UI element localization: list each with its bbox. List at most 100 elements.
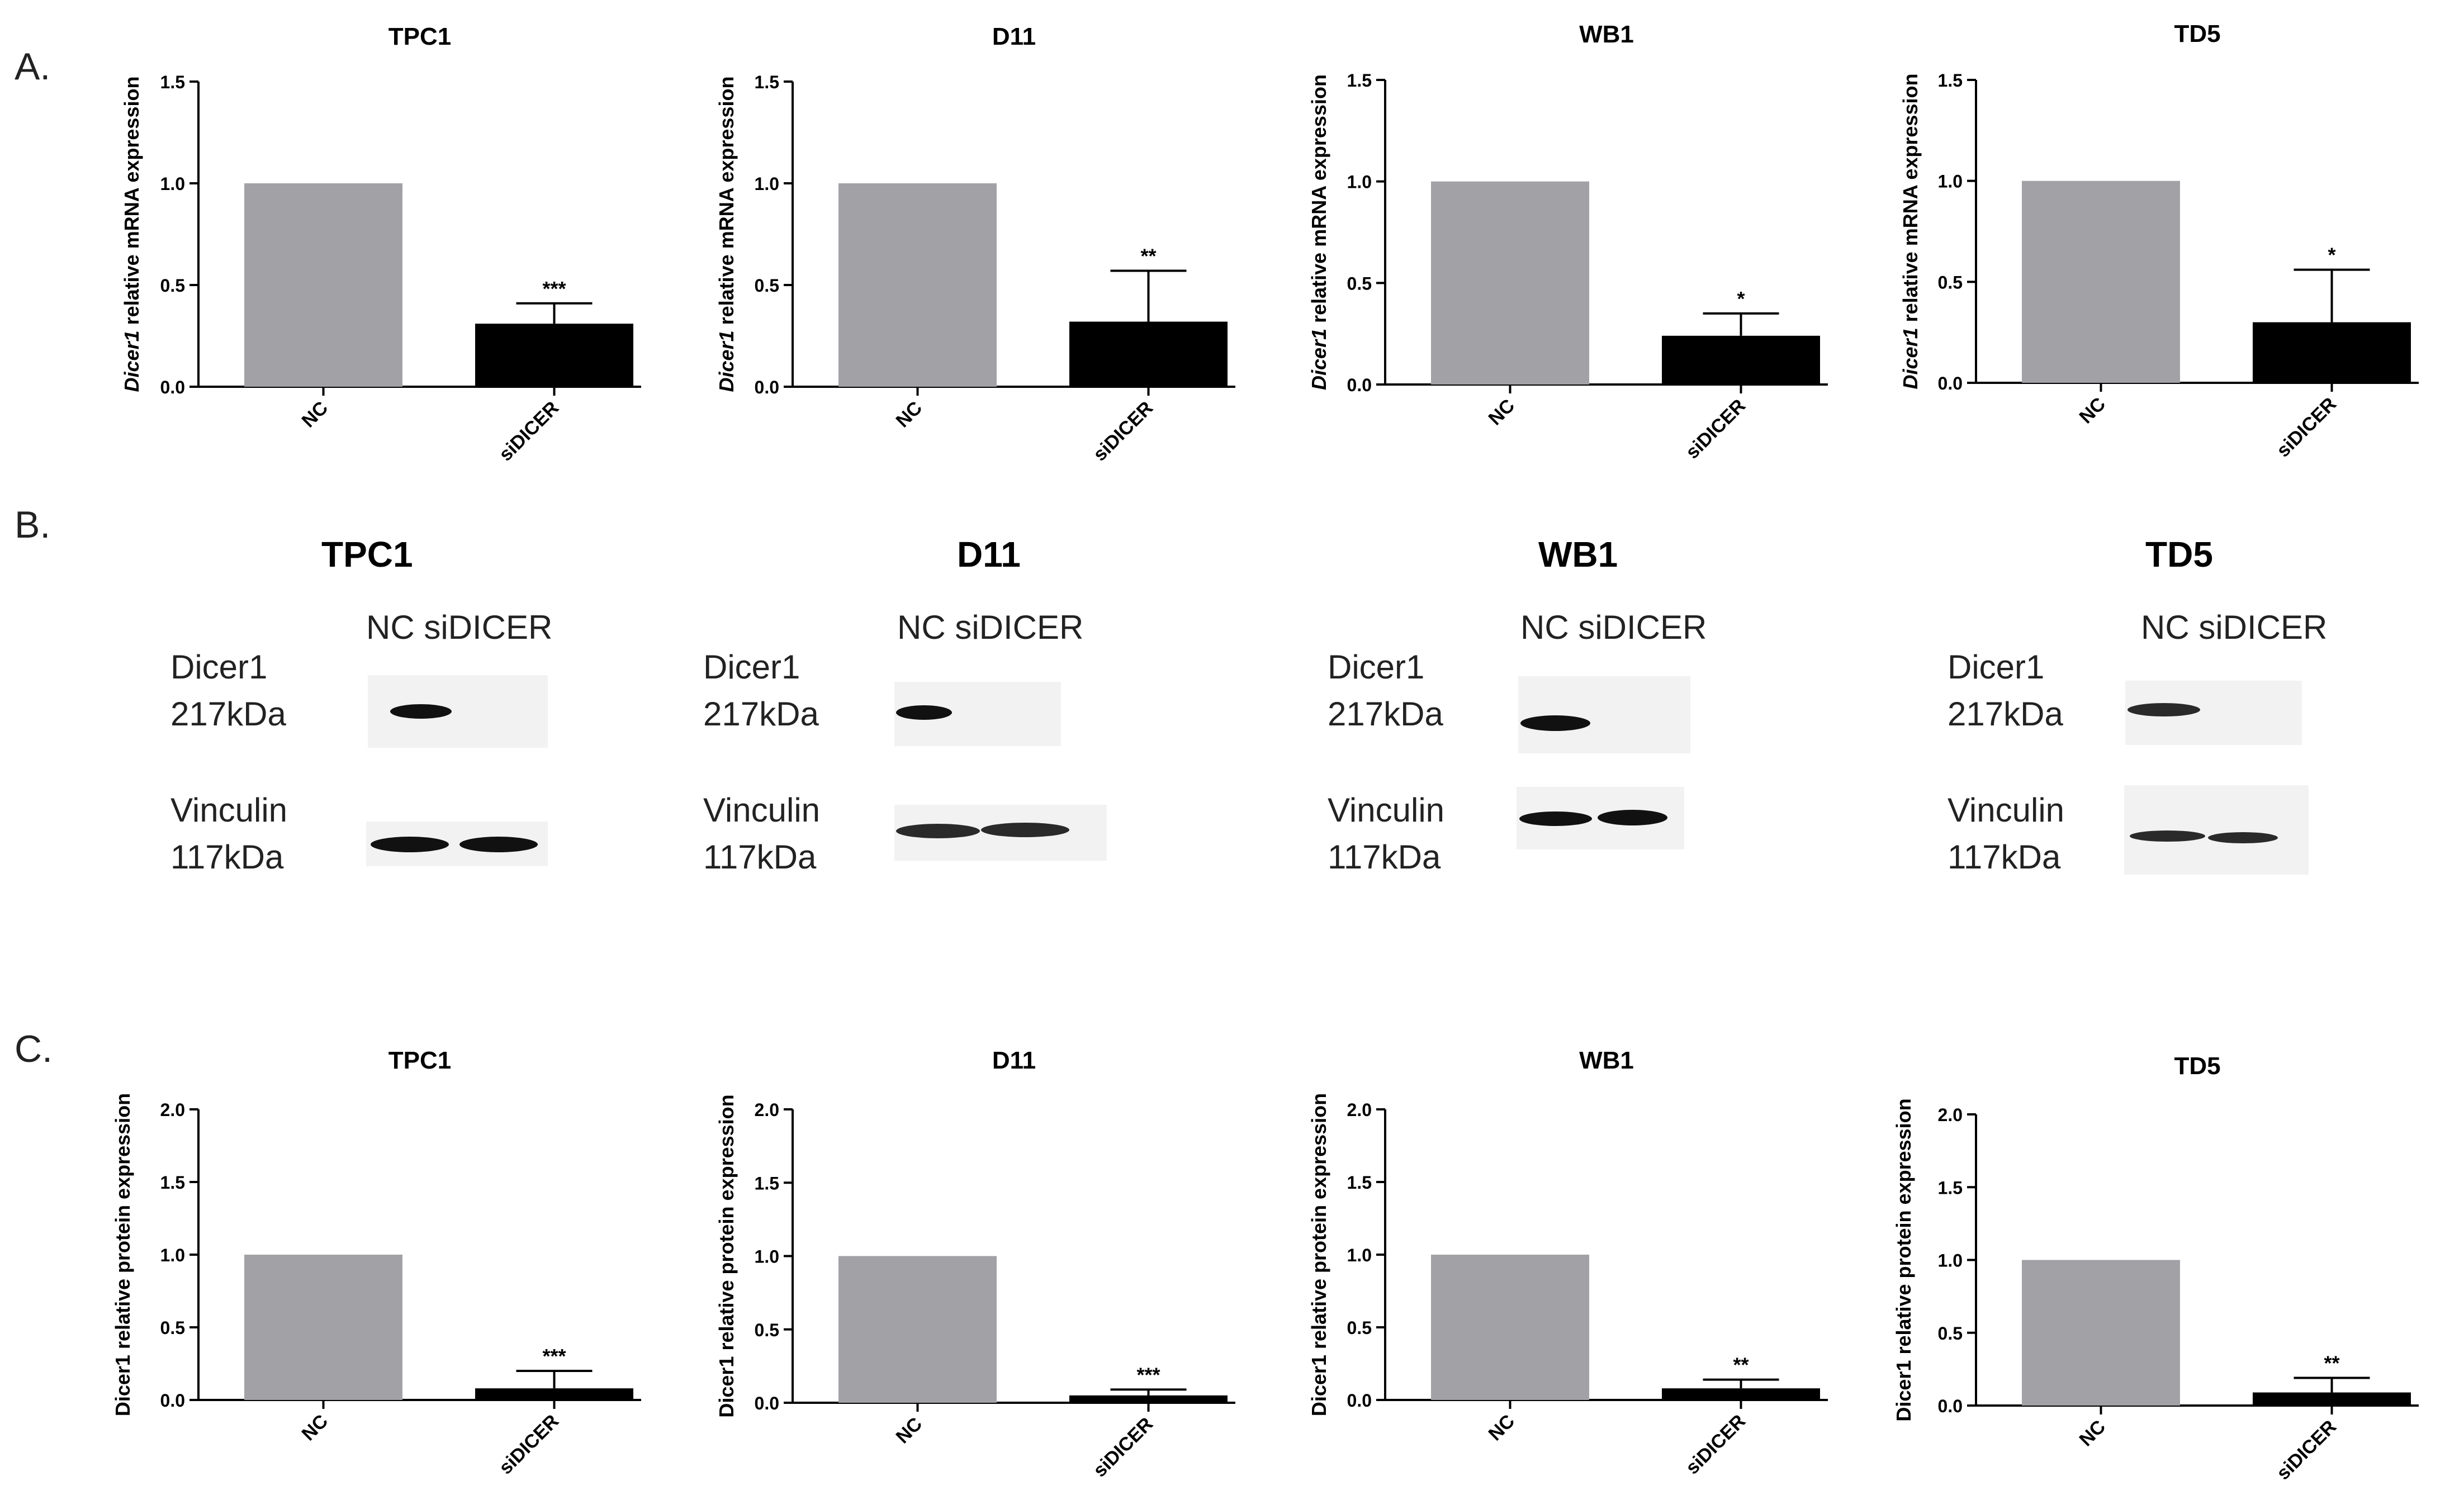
vinculin-name: Vinculin [703, 791, 821, 829]
y-tick-label: 1.5 [755, 72, 779, 92]
dicer-label: Dicer1 217kDa [1947, 644, 2063, 738]
y-tick-label: 1.5 [1938, 70, 1963, 91]
vinculin-band-sidicer [1598, 810, 1667, 825]
bar-nc [838, 1256, 997, 1403]
bar-sidicer [1662, 335, 1820, 385]
vinculin-band-nc [2130, 830, 2205, 842]
y-tick-label: 2.0 [1347, 1100, 1372, 1120]
chart-title: WB1 [1579, 1047, 1634, 1074]
panel-label-a: A. [15, 45, 51, 88]
significance-marker: * [2328, 244, 2335, 267]
y-axis-label: Dicer1 relative protein expression [111, 1093, 134, 1416]
y-tick-label: 0.0 [1347, 1390, 1372, 1411]
y-tick-label: 0.0 [160, 1390, 185, 1411]
vinculin-size: 117kDa [1328, 838, 1441, 876]
y-axis-label: Dicer1 relative mRNA expression [1899, 74, 1922, 390]
y-axis-label-text: relative mRNA expression [715, 77, 738, 331]
dicer-size: 217kDa [1328, 695, 1443, 733]
y-tick-label: 1.0 [1938, 1251, 1963, 1271]
x-tick-label: NC [2076, 393, 2110, 428]
x-tick-label: NC [892, 1413, 927, 1448]
significance-marker: ** [1140, 245, 1156, 268]
y-axis-label-italic: Dicer1 [120, 330, 143, 392]
blot-lane-labels: NC siDICER [897, 609, 1084, 646]
x-tick-label: NC [2076, 1416, 2110, 1451]
y-tick-label: 0.0 [160, 377, 185, 397]
significance-marker: ** [1733, 1354, 1749, 1376]
bar-sidicer [2253, 1392, 2411, 1406]
y-tick-label: 2.0 [1938, 1105, 1963, 1125]
chart-title: TPC1 [388, 23, 451, 50]
y-tick-label: 0.5 [1938, 272, 1963, 292]
x-tick-label: siDICER [1681, 395, 1750, 463]
blot-title: D11 [957, 534, 1021, 575]
significance-marker: *** [542, 277, 566, 300]
y-tick-label: 1.5 [1347, 1173, 1372, 1193]
y-axis-label-italic: Dicer1 [715, 330, 738, 392]
chart-c-tpc1: TPC1 0.0 0.5 1.0 1.5 2.0 Dicer1 relative prote… [111, 1047, 641, 1479]
y-tick-label: 0.5 [755, 1320, 779, 1340]
bar-sidicer [475, 324, 633, 387]
vinculin-size: 117kDa [1947, 838, 2061, 876]
y-tick-label: 1.0 [160, 1245, 185, 1265]
y-tick-label: 0.5 [1347, 273, 1372, 293]
x-tick-label: NC [1485, 395, 1519, 430]
significance-marker: *** [542, 1345, 566, 1368]
vinculin-size: 117kDa [703, 838, 817, 876]
blot-lane-labels: NC siDICER [2141, 609, 2328, 646]
y-axis-label-italic: Dicer1 [1899, 327, 1922, 389]
dicer-label: Dicer1 217kDa [1328, 644, 1443, 738]
chart-title: WB1 [1579, 21, 1634, 48]
chart-a-wb1: WB1 0.0 0.5 1.0 1.5 Dicer1 relative mRNA expr… [1307, 21, 1828, 463]
y-tick-label: 0.5 [755, 276, 779, 296]
y-axis-label: Dicer1 relative mRNA expression [715, 77, 738, 392]
vinculin-name: Vinculin [170, 791, 288, 829]
blot-title: WB1 [1538, 534, 1618, 575]
dicer-band-nc [390, 704, 452, 719]
vinculin-band-nc [371, 837, 449, 852]
x-tick-label: NC [298, 1411, 333, 1445]
chart-title: TD5 [2174, 1052, 2220, 1080]
y-tick-label: 1.0 [1347, 172, 1372, 192]
significance-marker: ** [2324, 1352, 2339, 1375]
bar-sidicer [1069, 321, 1228, 387]
y-tick-label: 0.5 [1938, 1323, 1963, 1344]
y-tick-label: 0.0 [1938, 373, 1963, 393]
dicer-size: 217kDa [1947, 695, 2063, 733]
y-axis-label: Dicer1 relative protein expression [1892, 1098, 1915, 1421]
vinculin-band-nc [896, 824, 980, 838]
chart-c-wb1: WB1 0.0 0.5 1.0 1.5 2.0 Dicer1 relative protei… [1307, 1047, 1828, 1479]
y-tick-label: 1.5 [755, 1173, 779, 1193]
y-tick-label: 1.0 [755, 1247, 779, 1267]
bar-sidicer [1662, 1388, 1820, 1400]
dicer-band-nc [896, 705, 952, 720]
y-tick-label: 0.5 [160, 276, 185, 296]
chart-title: TPC1 [388, 1047, 451, 1074]
significance-marker: *** [1136, 1363, 1160, 1386]
vinculin-label: Vinculin 117kDa [703, 787, 820, 881]
dicer-membrane [1518, 676, 1690, 753]
y-tick-label: 1.0 [1347, 1245, 1372, 1265]
x-tick-label: NC [298, 397, 333, 432]
blot-title: TPC1 [321, 534, 413, 575]
bar-nc [244, 183, 402, 387]
y-tick-label: 2.0 [160, 1100, 185, 1120]
y-tick-label: 1.5 [1347, 70, 1372, 91]
dicer-label: Dicer1 217kDa [170, 644, 286, 738]
dicer-name: Dicer1 [703, 648, 800, 686]
y-axis-label: Dicer1 relative mRNA expression [120, 77, 143, 392]
vinculin-membrane [2124, 785, 2309, 875]
x-tick-label: siDICER [1681, 1411, 1750, 1479]
chart-a-d11: D11 0.0 0.5 1.0 1.5 Dicer1 relative mRNA expr… [715, 23, 1235, 466]
dicer-size: 217kDa [703, 695, 819, 733]
vinculin-band-sidicer [981, 823, 1069, 837]
dicer-label: Dicer1 217kDa [703, 644, 819, 738]
bar-nc [1431, 181, 1589, 385]
vinculin-band-sidicer [2208, 832, 2278, 843]
chart-title: TD5 [2174, 20, 2220, 48]
y-tick-label: 1.0 [160, 174, 185, 194]
dicer-band-nc [1520, 715, 1590, 731]
y-tick-label: 0.5 [1347, 1318, 1372, 1338]
y-tick-label: 0.0 [1938, 1396, 1963, 1416]
y-tick-label: 1.5 [1938, 1178, 1963, 1198]
